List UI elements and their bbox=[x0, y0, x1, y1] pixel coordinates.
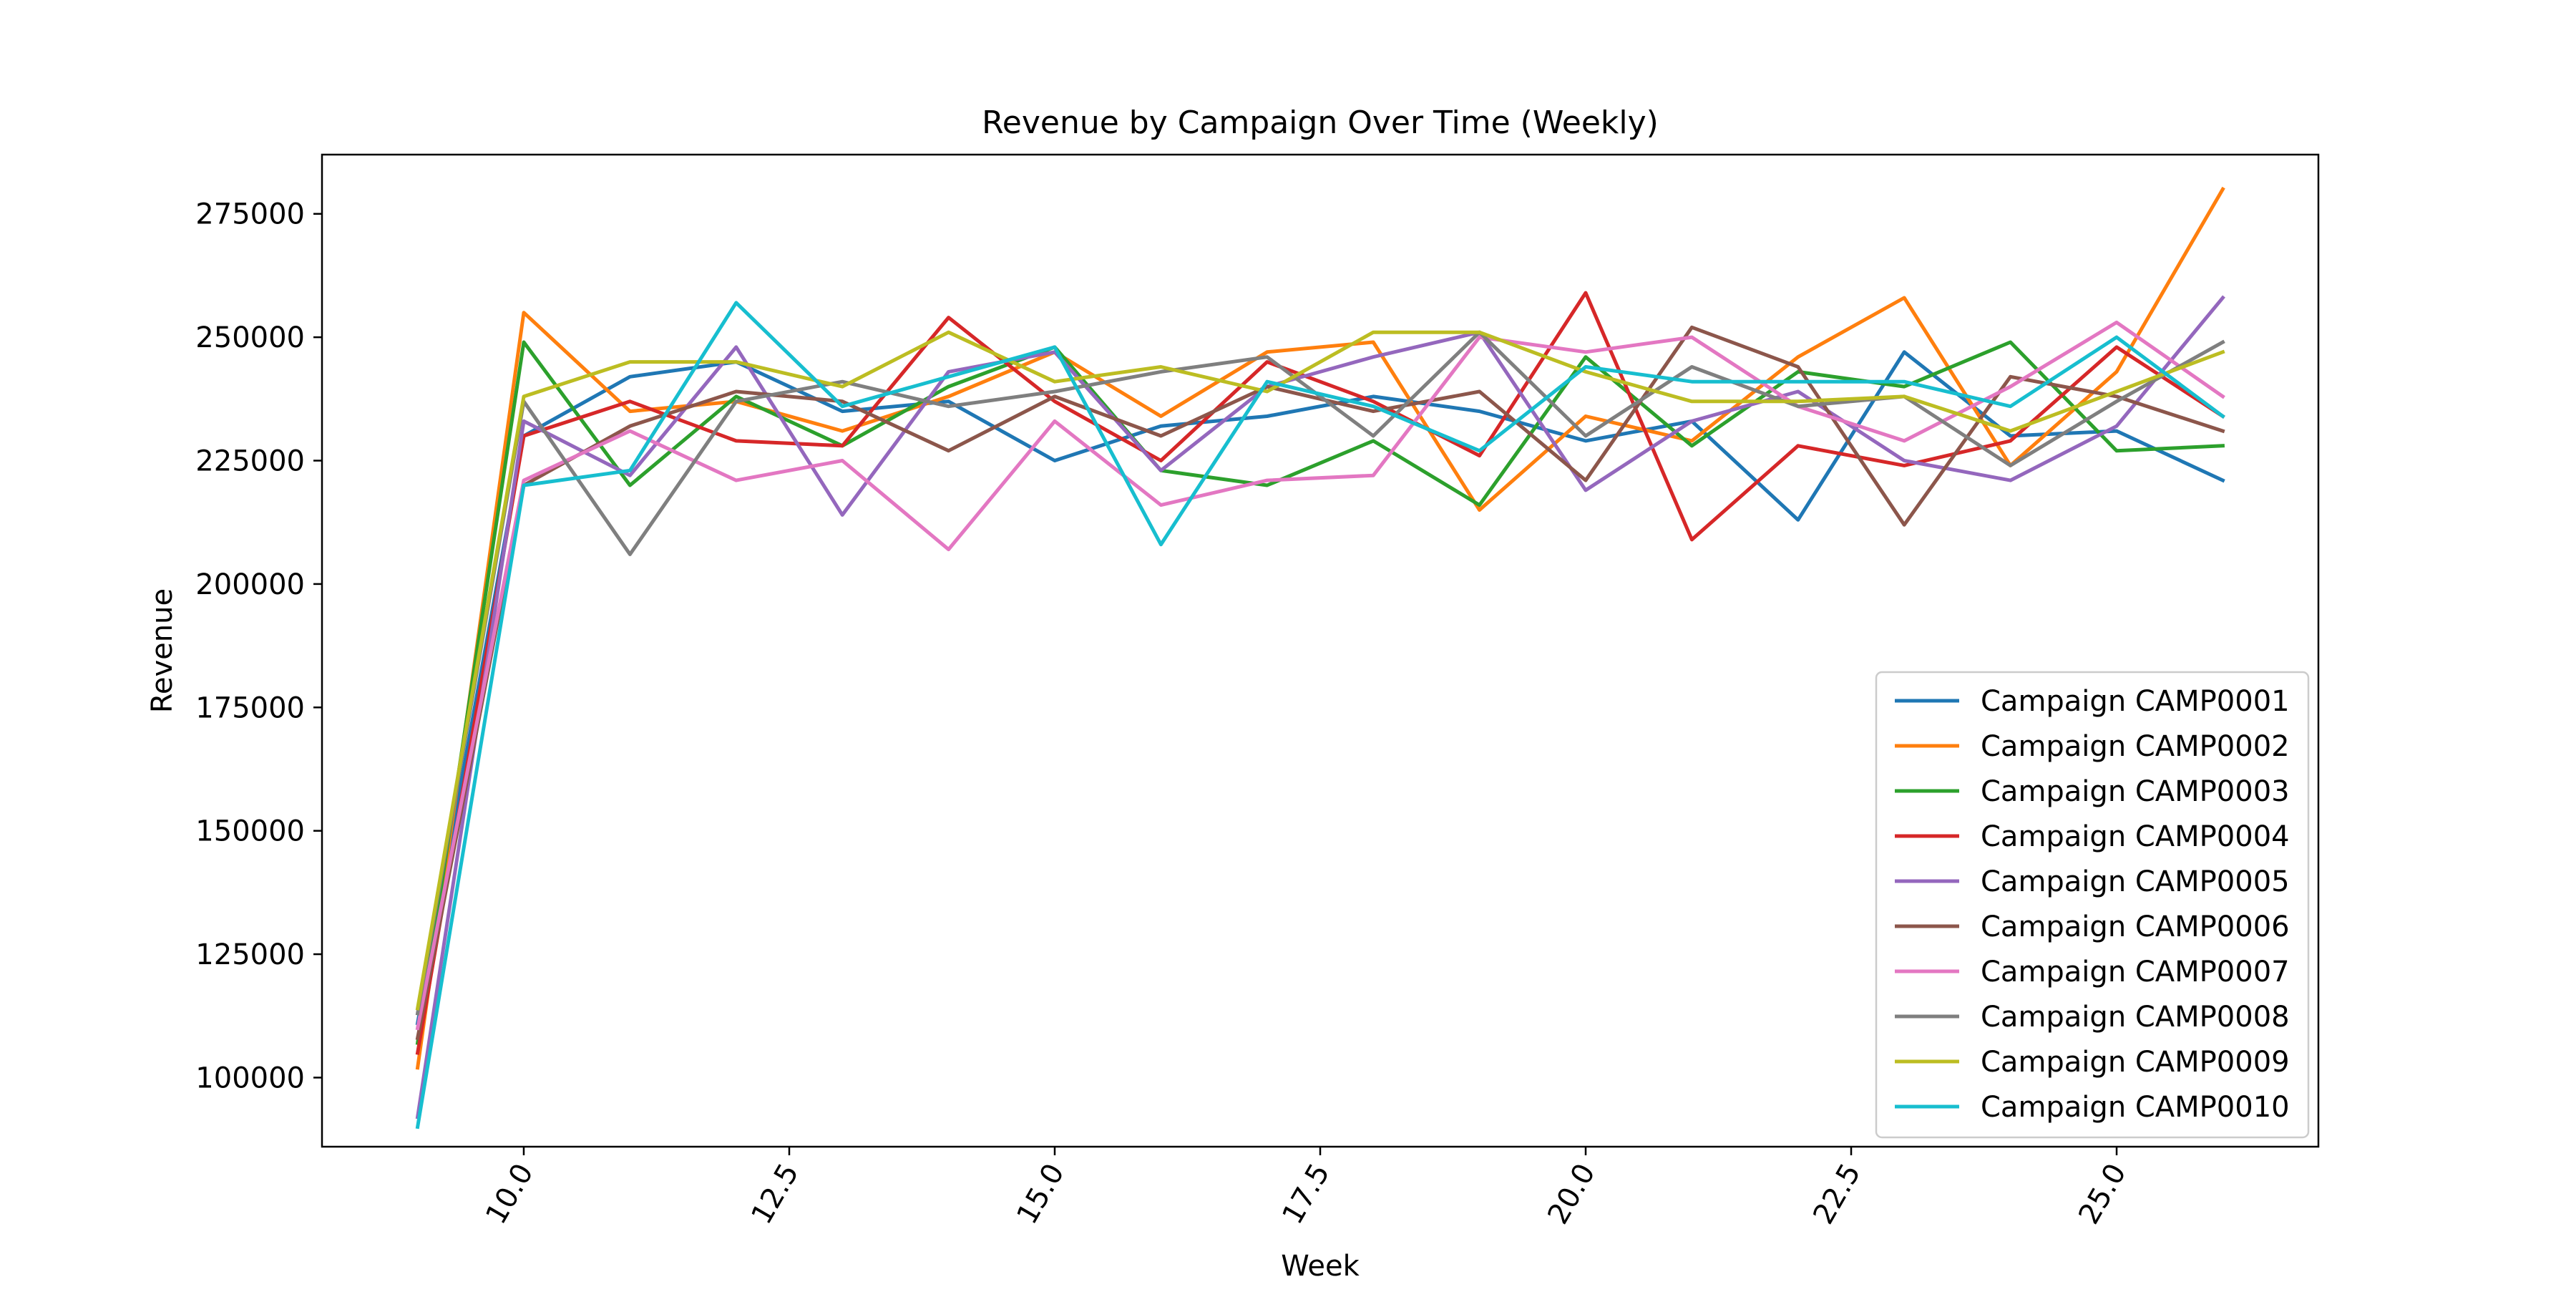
series-line-4 bbox=[415, 291, 2225, 1055]
series-line-8 bbox=[415, 330, 2225, 1016]
series-line-6 bbox=[415, 325, 2225, 1041]
y-axis-ticks: 100000 125000 150000 175000 200000 225000 2500… bbox=[195, 198, 322, 1094]
y-tick-label: 100000 bbox=[195, 1062, 305, 1094]
y-tick-label: 150000 bbox=[195, 815, 305, 848]
y-tick-label: 275000 bbox=[195, 198, 305, 231]
series-lines bbox=[415, 186, 2225, 1130]
legend-label: Campaign CAMP0010 bbox=[1981, 1091, 2290, 1124]
series-line-1 bbox=[415, 350, 2225, 1026]
y-tick-label: 250000 bbox=[195, 321, 305, 354]
legend: Campaign CAMP0001 Campaign CAMP0002 Campai… bbox=[1875, 671, 2310, 1139]
y-tick-label: 125000 bbox=[195, 938, 305, 971]
series-line-9 bbox=[415, 330, 2225, 1011]
y-axis-label: Revenue bbox=[146, 588, 179, 713]
legend-label: Campaign CAMP0005 bbox=[1981, 865, 2290, 898]
y-tick-label: 200000 bbox=[195, 568, 305, 601]
legend-label: Campaign CAMP0001 bbox=[1981, 685, 2290, 718]
legend-items: Campaign CAMP0001 Campaign CAMP0002 Campai… bbox=[1895, 685, 2290, 1124]
chart-title: Revenue by Campaign Over Time (Weekly) bbox=[982, 105, 1659, 141]
legend-label: Campaign CAMP0008 bbox=[1981, 1001, 2290, 1034]
legend-label: Campaign CAMP0003 bbox=[1981, 775, 2290, 808]
legend-label: Campaign CAMP0006 bbox=[1981, 910, 2290, 943]
legend-label: Campaign CAMP0004 bbox=[1981, 820, 2290, 853]
series-line-3 bbox=[415, 340, 2225, 1046]
legend-label: Campaign CAMP0007 bbox=[1981, 956, 2290, 989]
series-line-7 bbox=[415, 320, 2225, 1031]
series-line-5 bbox=[415, 295, 2225, 1119]
y-tick-label: 175000 bbox=[195, 691, 305, 724]
series-line-2 bbox=[415, 186, 2225, 1070]
legend-frame bbox=[1875, 671, 2310, 1139]
series-line-10 bbox=[415, 301, 2225, 1130]
legend-label: Campaign CAMP0009 bbox=[1981, 1046, 2290, 1079]
y-tick-label: 225000 bbox=[195, 445, 305, 478]
x-axis-label: Week bbox=[1281, 1250, 1360, 1283]
legend-label: Campaign CAMP0002 bbox=[1981, 730, 2290, 763]
